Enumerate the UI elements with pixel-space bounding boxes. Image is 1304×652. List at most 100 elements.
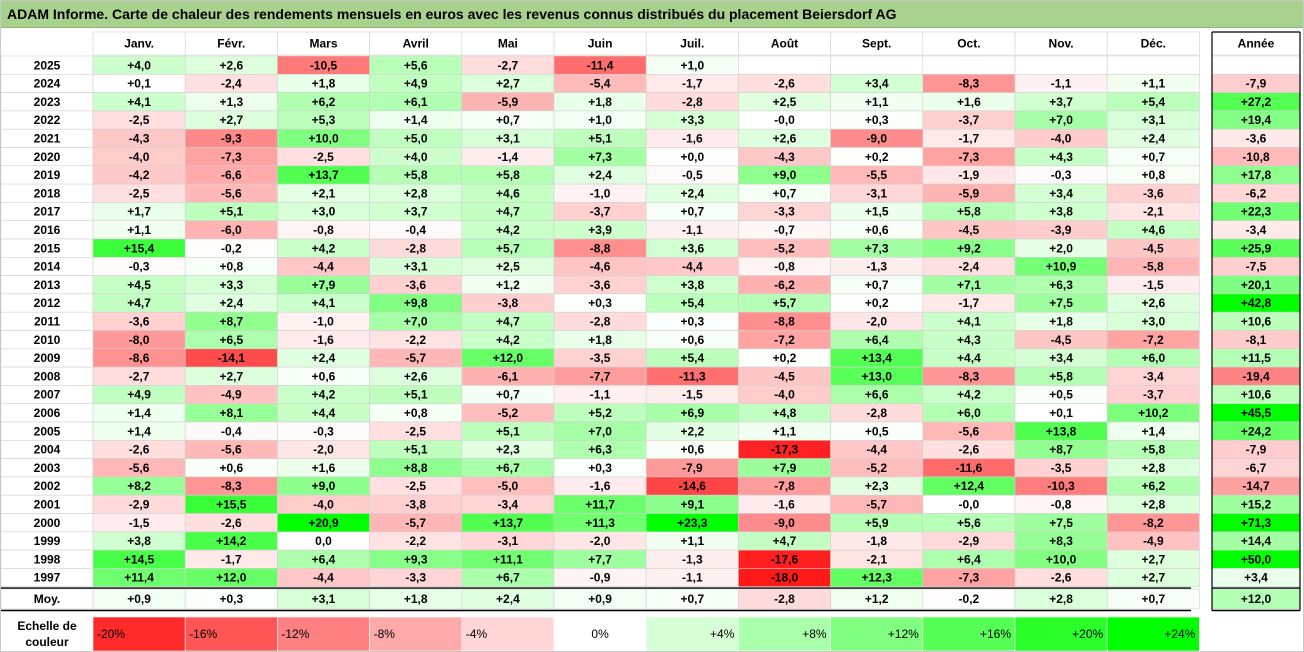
scale-step-label: +20%: [1072, 627, 1103, 641]
heatmap-value: +4,4: [957, 351, 981, 365]
scale-step-label: +12%: [888, 627, 919, 641]
heatmap-value: +7,0: [588, 424, 612, 438]
heatmap-value: +2,5: [496, 260, 520, 274]
heatmap-value: -5,5: [866, 168, 887, 182]
heatmap-value: +5,8: [957, 205, 981, 219]
heatmap-value: +3,4: [1049, 351, 1073, 365]
year-total-value: -3,4: [1246, 223, 1267, 237]
heatmap-value: -3,6: [590, 278, 611, 292]
heatmap-value: +2,1: [312, 186, 336, 200]
heatmap-value: +3,8: [1049, 205, 1073, 219]
heatmap-value: +10,9: [1046, 260, 1077, 274]
month-header: Sept.: [862, 37, 891, 51]
heatmap-value: -3,6: [405, 278, 426, 292]
heatmap-value: -5,9: [959, 186, 980, 200]
heatmap-value: -5,7: [405, 516, 426, 530]
heatmap-value: +1,4: [127, 406, 151, 420]
heatmap-value: +4,7: [496, 205, 520, 219]
heatmap-value: -0,9: [590, 571, 611, 585]
heatmap-value: -0,8: [774, 260, 795, 274]
heatmap-value: +2,0: [1049, 241, 1073, 255]
year-total-value: +20,1: [1241, 278, 1272, 292]
heatmap-value: +2,2: [680, 424, 704, 438]
heatmap-value: +2,4: [312, 351, 336, 365]
average-year-value: +12,0: [1241, 592, 1272, 606]
heatmap-value: +1,4: [127, 424, 151, 438]
heatmap-value: +5,4: [680, 296, 704, 310]
average-cell: [1106, 588, 1200, 610]
heatmap-value: -8,3: [221, 479, 242, 493]
heatmap-value: +1,8: [312, 77, 336, 91]
heatmap-value: +7,3: [865, 241, 889, 255]
heatmap-value: +7,3: [588, 150, 612, 164]
heatmap-value: +1,1: [865, 95, 889, 109]
heatmap-value: +5,6: [404, 58, 428, 72]
row-year-label: 2011: [34, 315, 60, 329]
row-year-label: 2021: [34, 132, 61, 146]
heatmap-value: -2,0: [313, 443, 334, 457]
heatmap-value: +15,5: [216, 498, 247, 512]
heatmap-cell: [1106, 55, 1200, 75]
average-value: +1,8: [404, 592, 428, 606]
heatmap-value: +14,2: [216, 534, 247, 548]
heatmap-value: +3,6: [680, 241, 704, 255]
heatmap-value: -0,3: [129, 260, 150, 274]
heatmap-value: +2,8: [1141, 461, 1165, 475]
heatmap-value: -6,6: [221, 168, 242, 182]
heatmap-value: +4,2: [496, 223, 520, 237]
heatmap-value: +2,7: [1141, 571, 1165, 585]
heatmap-value: -0,7: [774, 223, 795, 237]
heatmap-value: +13,7: [308, 168, 339, 182]
heatmap-value: -11,4: [587, 58, 614, 72]
heatmap-value: -4,0: [129, 150, 150, 164]
scale-label: couleur: [25, 635, 69, 649]
year-total-value: +10,6: [1241, 388, 1272, 402]
heatmap-value: 0,0: [315, 534, 332, 548]
heatmap-value: +11,3: [585, 516, 615, 530]
average-value: +3,1: [312, 592, 336, 606]
heatmap-value: -2,5: [313, 150, 334, 164]
heatmap-value: +15,4: [124, 241, 155, 255]
heatmap-value: -3,8: [405, 498, 426, 512]
heatmap-value: -0,8: [313, 223, 334, 237]
heatmap-value: +1,0: [680, 58, 704, 72]
heatmap-value: +6,5: [219, 333, 243, 347]
heatmap-value: -2,6: [959, 443, 980, 457]
scale-step-label: -20%: [97, 627, 125, 641]
average-value: -2,8: [774, 592, 795, 606]
heatmap-value: -8,8: [774, 315, 795, 329]
heatmap-value: +7,9: [773, 461, 797, 475]
year-total-value: +42,8: [1241, 296, 1272, 310]
scale-swatch: [553, 616, 647, 651]
heatmap-value: -0,3: [1051, 168, 1072, 182]
heatmap-value: +5,8: [496, 168, 520, 182]
heatmap-value: -2,8: [405, 241, 426, 255]
average-value: +2,8: [1049, 592, 1073, 606]
average-value: +0,7: [680, 592, 704, 606]
heatmap-value: +0,3: [865, 113, 889, 127]
heatmap-value: +6,3: [1049, 278, 1073, 292]
heatmap-value: +5,1: [588, 132, 612, 146]
scale-swatch: [184, 616, 278, 651]
heatmap-value: +5,8: [1141, 443, 1165, 457]
heatmap-value: +10,0: [1046, 552, 1077, 566]
heatmap-value: +3,3: [219, 278, 243, 292]
month-header: Janv.: [124, 37, 154, 51]
heatmap-value: -2,0: [866, 315, 887, 329]
heatmap-value: +9,3: [404, 552, 428, 566]
row-year-label: 2024: [34, 77, 61, 91]
heatmap-value: -4,3: [774, 150, 795, 164]
heatmap-value: +0,5: [865, 424, 889, 438]
heatmap-value: +3,4: [865, 77, 889, 91]
heatmap-value: -2,9: [959, 534, 980, 548]
heatmap-value: +1,0: [588, 113, 612, 127]
heatmap-value: -0,5: [682, 168, 703, 182]
row-year-label: 2000: [34, 516, 61, 530]
heatmap-value: -4,9: [1143, 534, 1164, 548]
heatmap-value: -1,1: [1051, 77, 1072, 91]
heatmap-value: +0,6: [312, 369, 336, 383]
heatmap-value: -1,0: [313, 315, 334, 329]
heatmap-value: +1,2: [496, 278, 520, 292]
heatmap-value: +0,7: [496, 113, 520, 127]
